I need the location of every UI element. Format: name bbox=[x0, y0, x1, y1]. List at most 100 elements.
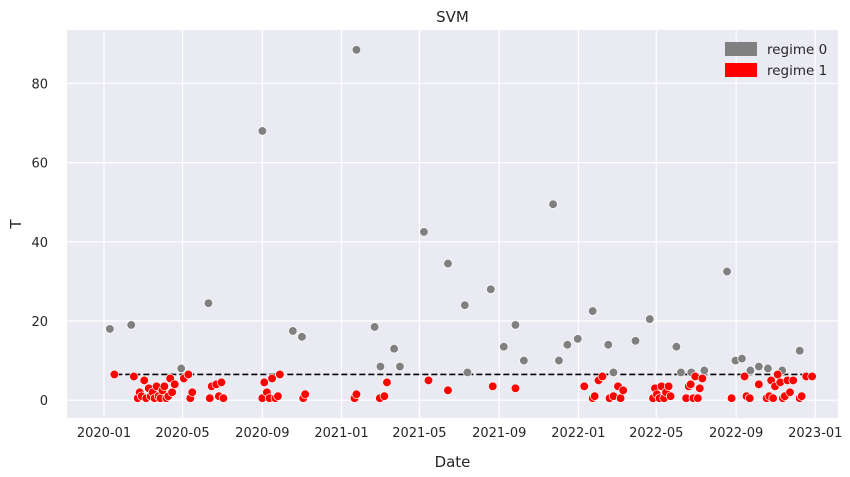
data-point bbox=[419, 227, 429, 237]
y-axis-label: T bbox=[7, 219, 25, 230]
x-tick-label: 2022-05 bbox=[629, 426, 683, 441]
data-point bbox=[785, 387, 795, 397]
data-point bbox=[499, 342, 509, 352]
data-point bbox=[615, 393, 626, 403]
data-point bbox=[183, 369, 194, 380]
x-tick-label: 2022-09 bbox=[709, 426, 763, 441]
x-axis-label: Date bbox=[435, 453, 471, 471]
x-tick-label: 2021-05 bbox=[392, 426, 446, 441]
data-point bbox=[597, 371, 608, 382]
data-point bbox=[203, 298, 214, 308]
data-point bbox=[423, 375, 434, 386]
plot-background bbox=[67, 30, 838, 418]
data-point bbox=[395, 361, 405, 372]
data-point bbox=[126, 320, 136, 330]
data-point bbox=[275, 369, 285, 380]
data-point bbox=[726, 393, 737, 403]
data-point bbox=[737, 353, 747, 364]
data-point bbox=[807, 371, 817, 382]
data-point bbox=[389, 344, 399, 354]
data-point bbox=[630, 336, 641, 346]
data-point bbox=[608, 367, 619, 378]
data-point bbox=[745, 393, 755, 403]
y-tick-labels: 0 20 40 60 80 bbox=[31, 77, 48, 409]
data-point bbox=[763, 363, 773, 374]
data-point bbox=[129, 371, 139, 382]
data-point bbox=[379, 391, 390, 401]
data-point bbox=[139, 375, 149, 386]
y-tick-label: 20 bbox=[31, 315, 48, 330]
data-point bbox=[187, 387, 197, 397]
y-tick-label: 40 bbox=[31, 236, 48, 251]
data-point bbox=[462, 367, 473, 378]
legend-swatch bbox=[725, 63, 757, 77]
data-point bbox=[351, 45, 362, 55]
data-point bbox=[697, 373, 708, 384]
data-point bbox=[382, 377, 392, 388]
data-point bbox=[205, 393, 215, 403]
data-point bbox=[693, 393, 703, 403]
data-point bbox=[159, 381, 169, 391]
data-point bbox=[351, 389, 362, 399]
data-point bbox=[618, 385, 628, 395]
y-tick-label: 0 bbox=[40, 394, 48, 409]
data-point bbox=[375, 361, 386, 372]
data-point bbox=[754, 361, 764, 372]
data-point bbox=[176, 363, 186, 374]
data-point bbox=[665, 391, 676, 401]
data-point bbox=[218, 393, 229, 403]
data-point bbox=[562, 340, 573, 350]
data-point bbox=[589, 391, 600, 401]
data-point bbox=[460, 300, 470, 310]
series-0 bbox=[105, 45, 805, 378]
data-point bbox=[645, 314, 655, 324]
data-point bbox=[686, 379, 696, 389]
data-point bbox=[273, 391, 283, 401]
data-point bbox=[797, 391, 807, 401]
data-point bbox=[795, 346, 805, 356]
data-point bbox=[105, 324, 115, 334]
data-point bbox=[676, 367, 686, 378]
x-tick-label: 2022-01 bbox=[551, 426, 605, 441]
data-point bbox=[588, 306, 598, 316]
data-point bbox=[216, 377, 227, 388]
data-point bbox=[573, 334, 583, 344]
grid-lines bbox=[67, 30, 838, 418]
data-point bbox=[443, 258, 453, 269]
data-point bbox=[510, 383, 521, 393]
data-point bbox=[745, 365, 756, 376]
data-point bbox=[695, 383, 705, 393]
data-point bbox=[488, 381, 498, 391]
y-tick-label: 80 bbox=[31, 77, 48, 92]
x-tick-label: 2023-01 bbox=[788, 426, 842, 441]
data-point bbox=[300, 389, 310, 399]
legend-label: regime 0 bbox=[767, 42, 827, 58]
legend-label: regime 1 bbox=[767, 63, 827, 79]
data-point bbox=[554, 355, 564, 366]
data-point bbox=[663, 381, 674, 391]
data-point bbox=[722, 266, 732, 277]
data-point bbox=[267, 373, 277, 384]
data-point bbox=[768, 393, 778, 403]
x-tick-label: 2021-01 bbox=[314, 426, 368, 441]
data-point bbox=[170, 379, 180, 389]
x-tick-labels: 2020-01 2020-05 2020-09 2021-01 2021-05 2021-… bbox=[77, 426, 843, 441]
x-tick-label: 2021-09 bbox=[472, 426, 526, 441]
data-point bbox=[788, 375, 798, 386]
data-point bbox=[739, 371, 750, 382]
y-tick-label: 60 bbox=[31, 157, 48, 172]
chart-title: SVM bbox=[436, 8, 469, 26]
data-point bbox=[754, 379, 764, 389]
data-point bbox=[579, 381, 589, 391]
x-tick-label: 2020-01 bbox=[77, 426, 131, 441]
data-point bbox=[519, 355, 529, 366]
data-point bbox=[369, 322, 380, 332]
series-1 bbox=[109, 369, 817, 403]
data-point bbox=[772, 369, 783, 380]
data-point bbox=[109, 369, 120, 380]
data-point bbox=[548, 199, 558, 209]
data-point bbox=[486, 284, 496, 294]
legend: regime 0 regime 1 bbox=[725, 42, 827, 79]
data-point bbox=[443, 385, 453, 395]
